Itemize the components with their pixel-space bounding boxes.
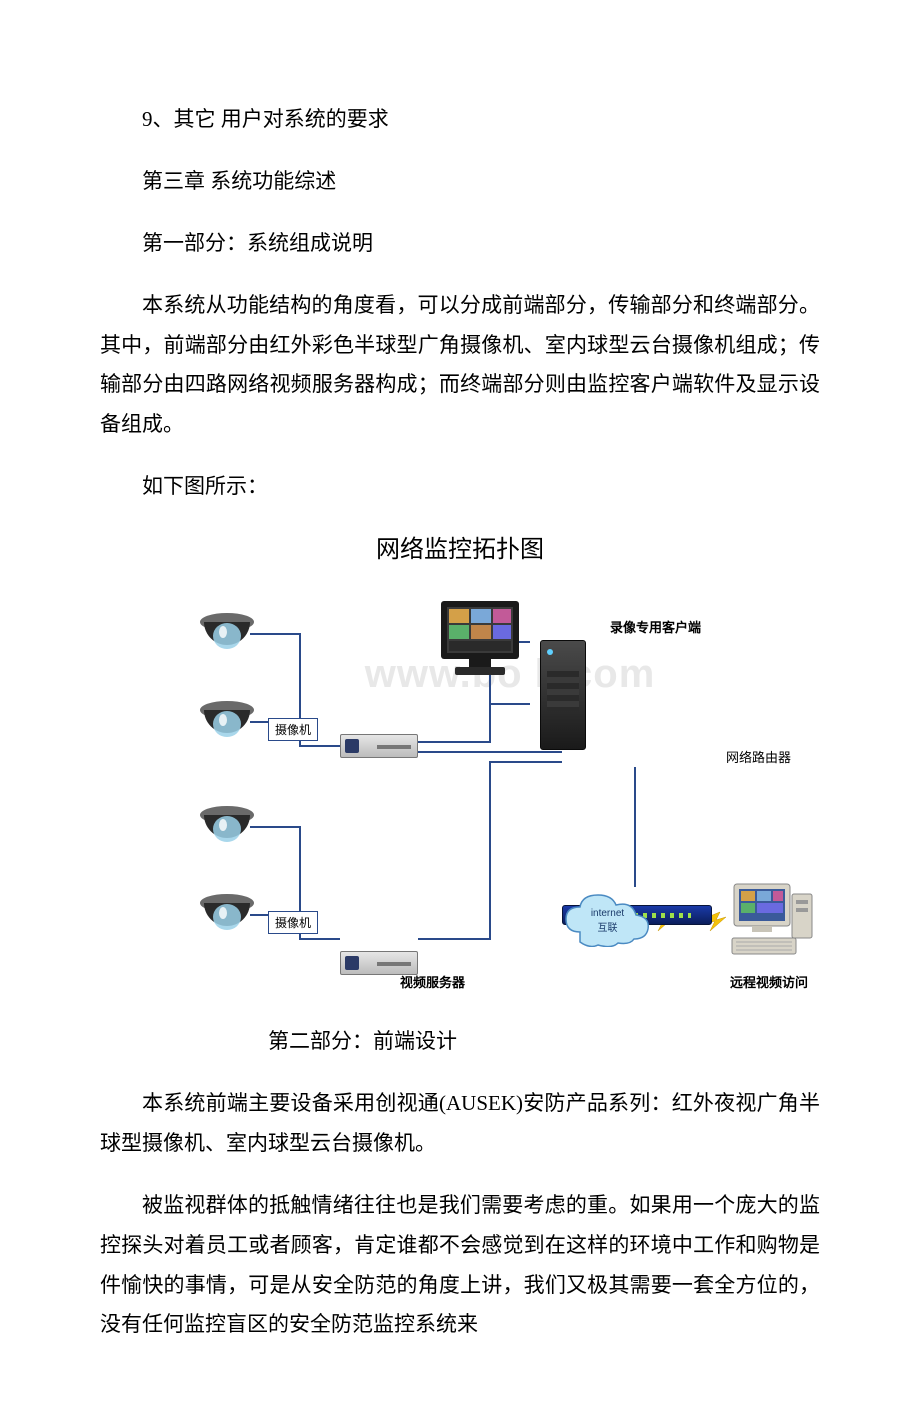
camera-label: 摄像机 — [268, 718, 318, 741]
dome-camera-icon — [198, 893, 256, 937]
remote-pc-icon — [730, 882, 818, 967]
monitor-icon — [435, 597, 525, 697]
dome-camera-icon — [198, 700, 256, 744]
dome-camera-icon — [198, 805, 256, 849]
client-label: 录像专用客户端 — [610, 617, 701, 636]
para-see-figure: 如下图所示： — [100, 467, 820, 507]
internet-cloud-icon: internet 互联 — [560, 892, 655, 947]
heading-section-1: 第一部分：系统组成说明 — [100, 224, 820, 264]
para-frontend-devices: 本系统前端主要设备采用创视通(AUSEK)安防产品系列：红外夜视广角半球型摄像机… — [100, 1084, 820, 1164]
para-item-9: 9、其它 用户对系统的要求 — [100, 100, 820, 140]
video-server-label: 视频服务器 — [400, 972, 465, 991]
para-system-composition: 本系统从功能结构的角度看，可以分成前端部分，传输部分和终端部分。其中，前端部分由… — [100, 286, 820, 446]
internet-label-en: internet — [560, 908, 655, 919]
encoder-icon — [340, 734, 418, 758]
heading-section-2: 第二部分：前端设计 — [100, 1022, 820, 1062]
remote-access-label: 远程视频访问 — [730, 972, 808, 991]
tower-pc-icon — [540, 640, 586, 750]
router-label: 网络路由器 — [726, 747, 791, 766]
topology-diagram: 网络监控拓扑图 www.bo k.com — [100, 529, 820, 1002]
diagram-title: 网络监控拓扑图 — [100, 529, 820, 564]
dome-camera-icon — [198, 612, 256, 656]
heading-chapter-3: 第三章 系统功能综述 — [100, 162, 820, 202]
para-monitoring-consideration: 被监视群体的抵触情绪往往也是我们需要考虑的重。如果用一个庞大的监控探头对着员工或… — [100, 1186, 820, 1346]
internet-label-cn: 互联 — [560, 919, 655, 934]
camera-label: 摄像机 — [268, 911, 318, 934]
